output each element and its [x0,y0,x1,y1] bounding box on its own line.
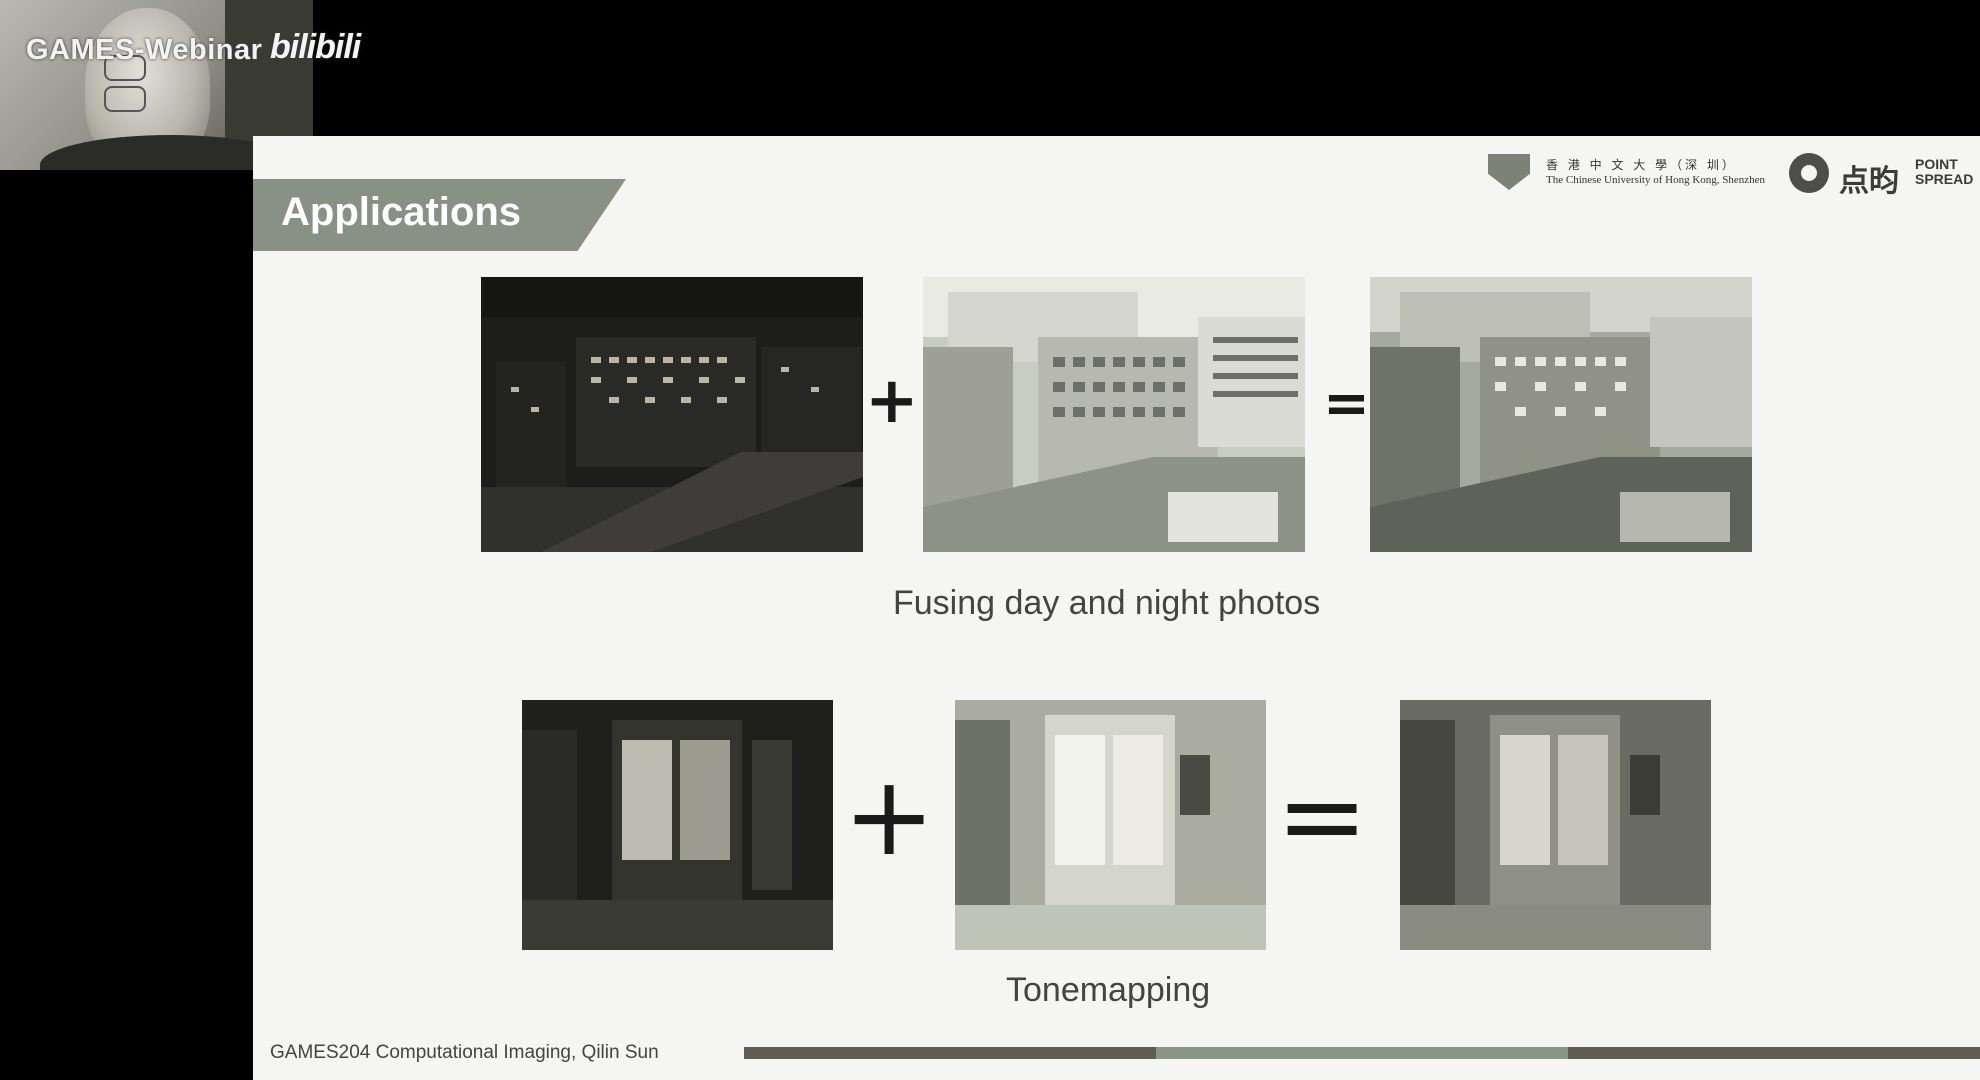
point-spread-logo: 点昀 POINT SPREAD [1789,153,1979,199]
plus-operator-row1: + [865,364,919,438]
equals-operator-row2: = [1276,752,1369,880]
company-name-en: POINT SPREAD [1915,157,1973,187]
company-name-en-line1: POINT [1915,156,1958,172]
fused-photo [1370,277,1752,552]
plus-operator-row2: + [843,752,936,880]
presentation-slide: Applications 香 港 中 文 大 學（深 圳） The Chines… [253,136,1980,1080]
title-band [253,179,626,251]
eye-icon [1789,153,1829,193]
tonemapped-photo [1400,700,1711,950]
slide-footer: GAMES204 Computational Imaging, Qilin Su… [270,1042,659,1063]
speaker-glasses [104,55,194,112]
slide-title: Applications [281,190,522,234]
progress-bar-segment-1 [744,1047,1156,1059]
cuhk-shenzhen-logo: 香 港 中 文 大 學（深 圳） The Chinese University … [1488,154,1980,199]
company-name-en-line2: SPREAD [1915,171,1974,187]
day-photo [923,277,1305,552]
progress-bar-segment-2 [1156,1047,1568,1059]
bright-exposure-photo [955,700,1266,950]
progress-bar-segment-3 [1568,1047,1980,1059]
university-name-cn: 香 港 中 文 大 學（深 圳） [1546,158,1737,172]
university-name-en: The Chinese University of Hong Kong, She… [1546,174,1766,186]
night-photo [481,277,863,552]
cuhk-crest-icon [1488,154,1530,190]
bilibili-logo: bilibili [270,28,361,66]
caption-tonemapping: Tonemapping [1006,971,1211,1009]
company-name-cn: 点昀 [1839,164,1899,199]
games-webinar-watermark: GAMES-Webinar [26,34,263,66]
caption-fusing: Fusing day and night photos [893,584,1321,622]
equals-operator-row1: = [1323,371,1370,436]
dark-exposure-photo [522,700,833,950]
